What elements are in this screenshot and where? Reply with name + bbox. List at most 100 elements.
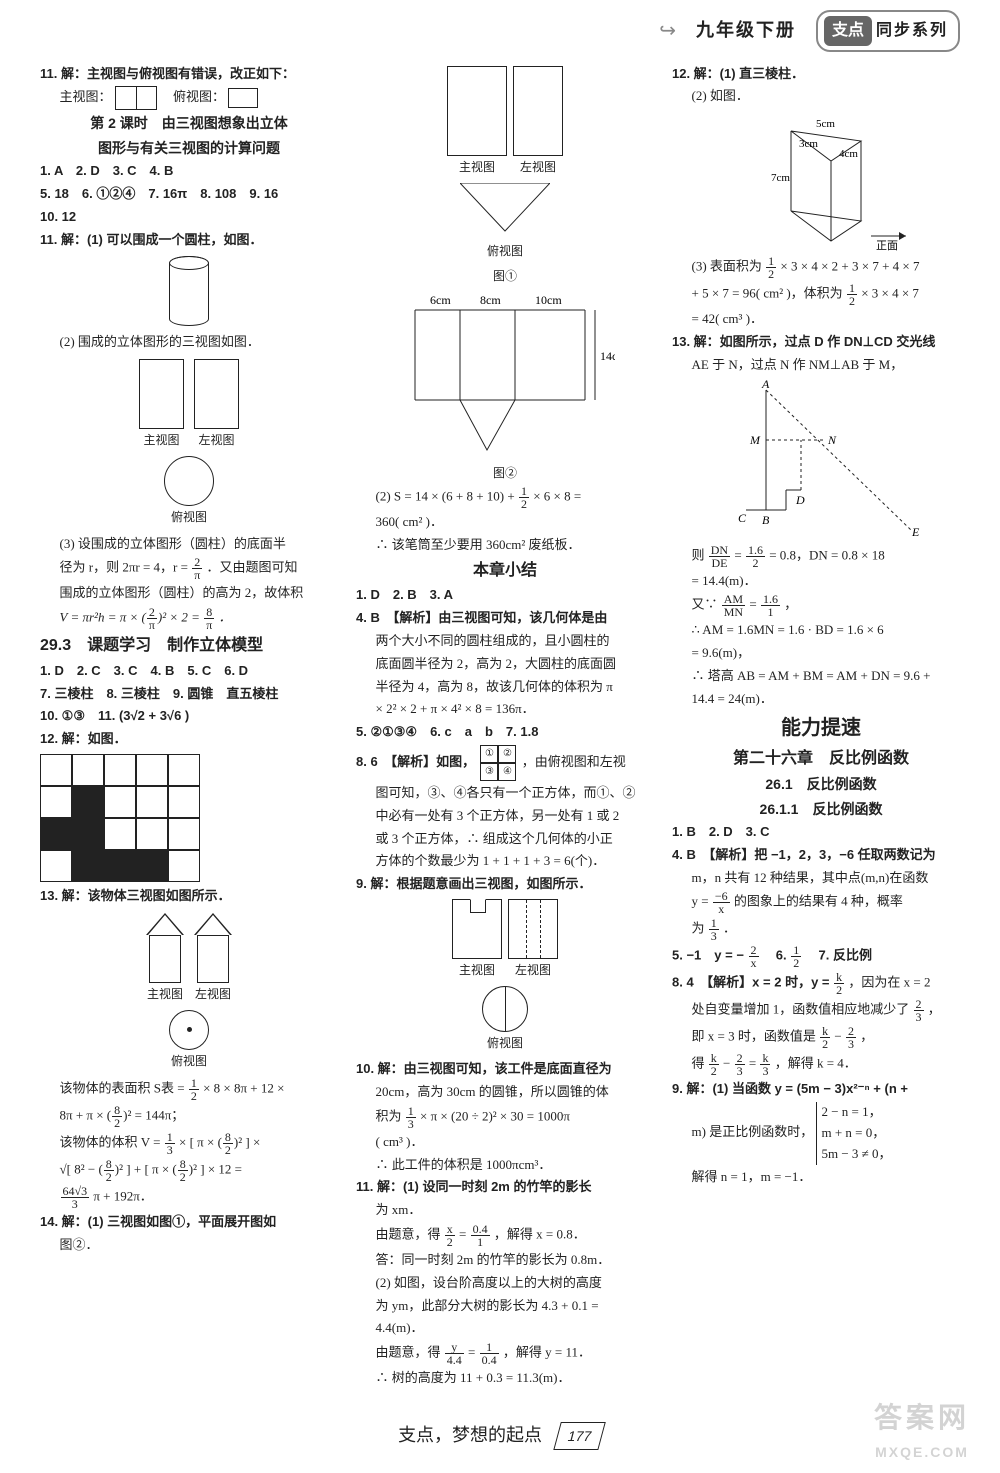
circle-icon bbox=[164, 456, 214, 506]
sum-top: 俯视图 bbox=[356, 986, 654, 1053]
q14b: 图②． bbox=[40, 1235, 338, 1256]
lesson2-title-b: 图形与有关三视图的计算问题 bbox=[40, 137, 338, 159]
badge-brand: 支点 bbox=[824, 16, 872, 46]
sum-q11d: 答：同一时刻 2m 的竹竿的影长为 0.8m． bbox=[356, 1250, 654, 1271]
three-views-rects: 主视图 左视图 bbox=[40, 359, 338, 450]
q11c1: (3) 设围成的立体图形（圆柱）的底面半 bbox=[40, 534, 338, 555]
lesson2-title-a: 第 2 课时 由三视图想象出立体 bbox=[40, 112, 338, 134]
page-footer: 支点，梦想的起点 177 bbox=[0, 1421, 1000, 1450]
c3-q9c: 解得 n = 1，m = −1． bbox=[672, 1167, 970, 1188]
cylinder-fig bbox=[40, 256, 338, 326]
summary-title: 本章小结 bbox=[356, 558, 654, 584]
s293-q13: 13. 解：该物体三视图如图所示． bbox=[40, 888, 231, 903]
watermark: 答案网 MXQE.COM bbox=[874, 1396, 970, 1463]
c3-q13f: ∴ AM = 1.6MN = 1.6 · BD = 1.6 × 6 bbox=[672, 620, 970, 641]
q13-v-3: 64√33 π + 192π． bbox=[40, 1185, 338, 1210]
sec-293-title: 29.3 课题学习 制作立体模型 bbox=[40, 633, 338, 659]
sum-q11f: 为 ym，此部分大树的影长为 4.3 + 0.1 = bbox=[356, 1296, 654, 1317]
c3-q12a: 12. 解：(1) 直三棱柱． bbox=[672, 66, 804, 81]
ans-10: 10. 12 bbox=[40, 209, 76, 224]
svg-text:D: D bbox=[795, 493, 805, 507]
sum-q11b: 为 xm． bbox=[356, 1200, 654, 1221]
ans-1-4: 1. A 2. D 3. C 4. B bbox=[40, 163, 173, 178]
fig1-top: 俯视图 bbox=[356, 183, 654, 261]
sum-q10a: 10. 解：由三视图可知，该工件是底面直径为 bbox=[356, 1061, 612, 1076]
p2b: 360( cm² )． bbox=[356, 512, 654, 533]
svg-text:A: A bbox=[761, 380, 770, 391]
split-circle-icon bbox=[482, 986, 528, 1032]
svg-text:M: M bbox=[749, 433, 761, 447]
c3-l1: 1. B 2. D 3. C bbox=[672, 824, 770, 839]
c3-q13h: ∴ 塔高 AB = AM + BM = AM + DN = 9.6 + bbox=[672, 666, 970, 687]
main-view-box bbox=[115, 86, 157, 110]
p2a: (2) S = 14 × (6 + 8 + 10) + 12 × 6 × 8 = bbox=[356, 485, 654, 510]
q11a: 11. 解：(1) 可以围成一个圆柱，如图． bbox=[40, 232, 262, 247]
cap-top: 俯视图 bbox=[164, 508, 214, 527]
top-view-box bbox=[228, 88, 258, 108]
c3-q13d: = 14.4(m)． bbox=[672, 571, 970, 592]
q11-label: 11. 解：主视图与俯视图有错误，改正如下： bbox=[40, 66, 295, 81]
c3-q13i: 14.4 = 24(m)． bbox=[672, 689, 970, 710]
dash-rect-icon bbox=[508, 899, 558, 959]
watermark-url: MXQE.COM bbox=[874, 1441, 970, 1463]
s293-l1: 1. D 2. C 3. C 4. B 5. C 6. D bbox=[40, 663, 248, 678]
circle-dot-icon bbox=[169, 1010, 209, 1050]
net-grid bbox=[40, 754, 338, 882]
p2c: ∴ 该笔筒至少要用 360cm² 废纸板． bbox=[356, 535, 654, 556]
sum-q8d: 中必有一处有 3 个正方体，另一处有 1 或 2 bbox=[356, 806, 654, 827]
svg-text:3cm: 3cm bbox=[799, 138, 818, 150]
fig1-label: 图① bbox=[356, 267, 654, 286]
u-notch-icon bbox=[452, 899, 502, 959]
c3-q12c: (3) 表面积为 12 × 3 × 4 × 2 + 3 × 7 + 4 × 7 bbox=[672, 255, 970, 280]
sum-views: 主视图 左视图 bbox=[356, 899, 654, 980]
svg-text:10cm: 10cm bbox=[535, 293, 562, 307]
loop-arrow-icon: ↪ bbox=[659, 15, 676, 47]
s293-l2: 7. 三棱柱 8. 三棱柱 9. 圆锥 直五棱柱 bbox=[40, 686, 278, 701]
sum-q4e: × 2² × 2 + π × 4² × 8 = 136π． bbox=[356, 699, 654, 720]
cap-left: 左视图 bbox=[194, 431, 239, 450]
s293-q12: 12. 解：如图． bbox=[40, 731, 127, 746]
q13-v-1: 该物体的体积 V = 13 × [ π × (82)² ] × bbox=[40, 1131, 338, 1156]
sum-q4c: 底面圆半径为 2，高为 2，大圆柱的底面圆 bbox=[356, 654, 654, 675]
sum-q8c: 图可知，③、④各只有一个正方体，而①、② bbox=[356, 783, 654, 804]
sum-q11h: 由题意，得 y4.4 = 10.4 ，解得 y = 11． bbox=[356, 1341, 654, 1366]
tri-prism-figure: 5cm 3cm 4cm 7cm 正面 bbox=[721, 111, 921, 251]
mini-grid-icon: ①②③④ bbox=[480, 745, 516, 781]
content-columns: 11. 解：主视图与俯视图有错误，改正如下： 主视图： 俯视图： 第 2 课时 … bbox=[0, 62, 1000, 1411]
sum-l5: 5. ②①③④ 6. c a b 7. 1.8 bbox=[356, 724, 538, 739]
c3-q8c: 即 x = 3 时，函数值是 k2 − 23 ， bbox=[672, 1025, 970, 1050]
house-views: 主视图 左视图 bbox=[40, 913, 338, 1004]
c3-q8a: 8. 4 【解析】x = 2 时，y = k2 ，因为在 x = 2 bbox=[672, 971, 970, 996]
s2611-title: 26.1.1 反比例函数 bbox=[672, 798, 970, 820]
c3-q12d: + 5 × 7 = 96( cm² )，体积为 12 × 3 × 4 × 7 bbox=[672, 282, 970, 307]
sum-q10c: 积为 13 × π × (20 ÷ 2)² × 30 = 1000π bbox=[356, 1105, 654, 1130]
fig2-label: 图② bbox=[356, 464, 654, 483]
triangle-down-icon bbox=[460, 183, 550, 233]
sum-q4d: 半径为 4，高为 8，故该几何体的体积为 π bbox=[356, 677, 654, 698]
watermark-text: 答案网 bbox=[874, 1396, 970, 1441]
svg-text:14cm: 14cm bbox=[600, 349, 615, 363]
c3-q13a: 13. 解：如图所示，过点 D 作 DN⊥CD 交光线 bbox=[672, 334, 935, 349]
main-view: 主视图 bbox=[139, 359, 184, 450]
top-view: 俯视图 bbox=[164, 456, 214, 527]
c3-l5: 5. −1 y = − 2x 6. 12 7. 反比例 bbox=[672, 944, 970, 969]
svg-text:E: E bbox=[911, 525, 920, 539]
svg-text:B: B bbox=[762, 513, 770, 527]
q14: 14. 解：(1) 三视图如图①，平面展开图如 bbox=[40, 1214, 276, 1229]
c3-q4c: y = −6x 的图象上的结果有 4 种，概率 bbox=[672, 890, 970, 915]
column-3: 12. 解：(1) 直三棱柱． (2) 如图． 5cm 3cm 4cm 7cm … bbox=[672, 62, 970, 1391]
footer-slogan: 支点，梦想的起点 bbox=[398, 1425, 542, 1445]
unfold-figure: 6cm 8cm 10cm 14cm bbox=[395, 290, 615, 460]
sum-q10d: ( cm³ )． bbox=[356, 1132, 654, 1153]
sum-q4a: 4. B 【解析】由三视图可知，该几何体是由 bbox=[356, 610, 607, 625]
sum-q4b: 两个大小不同的圆柱组成的，且小圆柱的 bbox=[356, 631, 654, 652]
sum-q11c: 由题意，得 x2 = 0.41 ，解得 x = 0.8． bbox=[356, 1223, 654, 1248]
cylinder-icon bbox=[169, 256, 209, 326]
q11c2: 径为 r，则 2πr = 4，r = 2π ．又由题图可知 bbox=[40, 556, 338, 581]
house-left-icon bbox=[194, 913, 232, 983]
rect-icon bbox=[139, 359, 184, 429]
c3-q9b: m) 是正比例函数时， 2 − n = 1， m + n = 0， 5m − 3… bbox=[672, 1102, 970, 1164]
c3-q4a: 4. B 【解析】把 −1，2，3，−6 任取两数记为 bbox=[672, 847, 936, 862]
svg-text:8cm: 8cm bbox=[480, 293, 501, 307]
grade-title: 九年级下册 bbox=[696, 16, 796, 45]
